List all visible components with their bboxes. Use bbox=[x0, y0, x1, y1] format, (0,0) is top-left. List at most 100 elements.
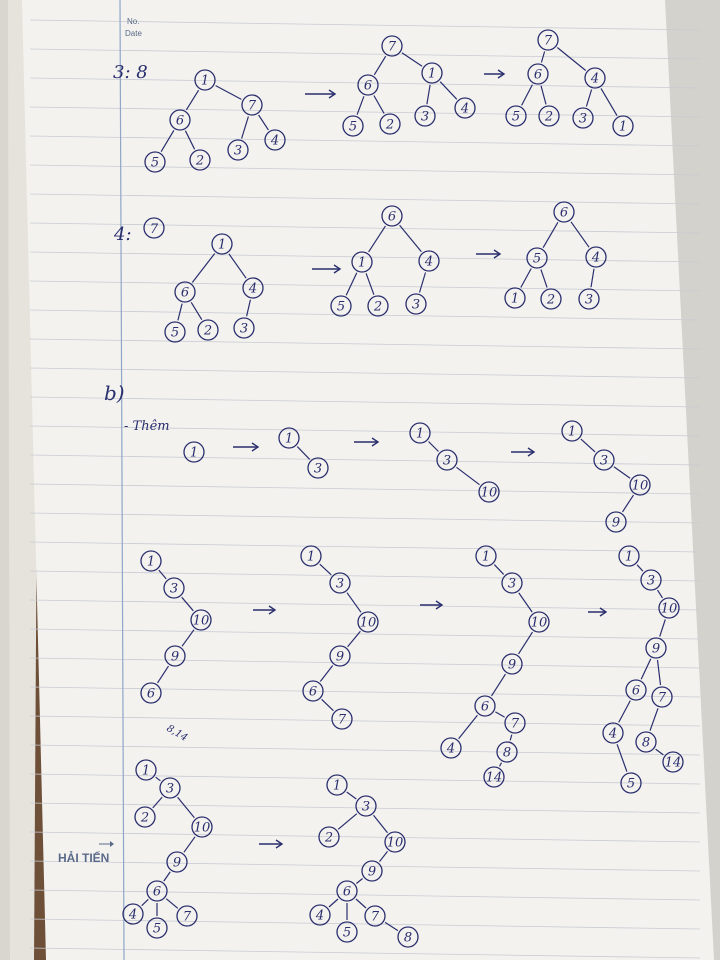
tree-node-circle bbox=[593, 449, 615, 471]
tree-node-circle bbox=[381, 205, 403, 227]
tree-node-circle bbox=[336, 921, 358, 943]
tree-edge bbox=[160, 129, 175, 153]
tree-node-value: 4 bbox=[248, 282, 257, 297]
tree-edge bbox=[520, 268, 532, 288]
tree-node-circle bbox=[605, 511, 627, 533]
margin-line bbox=[119, 0, 125, 960]
header-no: No. bbox=[127, 17, 139, 26]
tree-node-circle bbox=[146, 917, 168, 939]
tree-edge bbox=[191, 253, 216, 283]
ruled-line bbox=[29, 541, 701, 553]
ruled-line bbox=[29, 251, 701, 263]
tree-b-t4: 1 3 10 9 bbox=[561, 420, 651, 533]
tree-edge bbox=[152, 796, 163, 809]
tree-edge bbox=[384, 921, 399, 932]
tree-node-circle bbox=[440, 737, 462, 759]
tree-edge bbox=[258, 114, 269, 131]
tree-node-value: 2 bbox=[544, 110, 553, 125]
tree-edge bbox=[296, 446, 311, 460]
tree-edge bbox=[185, 89, 200, 111]
tree-edge bbox=[636, 564, 644, 572]
tree-node-value: 1 bbox=[428, 67, 436, 82]
tree-edge bbox=[540, 51, 546, 63]
tree-node-value: 7 bbox=[544, 34, 553, 49]
ruled-line bbox=[29, 657, 701, 669]
tree-node-value: 3 bbox=[362, 800, 370, 815]
tree-node-circle bbox=[501, 653, 523, 675]
tree-node-circle bbox=[309, 904, 331, 926]
tree-node-value: 1 bbox=[190, 446, 198, 461]
arrow-head-icon bbox=[371, 437, 380, 447]
tree-node-circle bbox=[357, 74, 379, 96]
tree-edge bbox=[215, 85, 242, 100]
tree-node-circle bbox=[409, 422, 431, 444]
tree-edge bbox=[590, 268, 595, 288]
tree-edge bbox=[356, 96, 365, 115]
tree-node-value: 2 bbox=[140, 811, 149, 826]
tree-node-value: 7 bbox=[511, 717, 520, 732]
tree-edge bbox=[495, 711, 505, 718]
tree-node-value: 2 bbox=[195, 154, 204, 169]
tree-node-value: 3 bbox=[579, 112, 587, 127]
tree-edge bbox=[616, 744, 628, 772]
tree-node-value: 3 bbox=[443, 454, 451, 469]
tree-b-t8: 13 10 9 6 7 4 8 5 14 bbox=[602, 545, 684, 794]
tree-node-value: 1 bbox=[333, 779, 341, 794]
tree-node-circle bbox=[318, 826, 340, 848]
part-b-label: b) bbox=[104, 381, 125, 405]
arrow-head-icon bbox=[497, 69, 506, 79]
tree-node-value: 5 bbox=[337, 300, 345, 315]
tree-node-value: 5 bbox=[343, 926, 351, 941]
tree-edge bbox=[509, 734, 513, 741]
tree-node-value: 5 bbox=[349, 120, 357, 135]
tree-node-circle bbox=[505, 105, 527, 127]
tree-node-circle bbox=[140, 682, 162, 704]
tree-node-value: 2 bbox=[203, 324, 212, 339]
tree-node-circle bbox=[379, 113, 401, 135]
tree-node-value: 1 bbox=[285, 432, 293, 447]
tree-node-value: 2 bbox=[546, 293, 555, 308]
tree-node-value: 4 bbox=[424, 255, 433, 270]
tree-node-value: 1 bbox=[619, 120, 627, 135]
tree-node-value: 2 bbox=[373, 300, 382, 315]
tree-edge bbox=[177, 303, 183, 321]
ruled-line bbox=[29, 628, 701, 640]
tree-node-circle bbox=[169, 109, 191, 131]
tree-node-value: 7 bbox=[658, 691, 667, 706]
tree-edge bbox=[542, 221, 559, 249]
tree-edge bbox=[228, 253, 247, 279]
tree-edge bbox=[498, 762, 503, 767]
tree-node-circle bbox=[421, 62, 443, 84]
tree-node-circle bbox=[478, 481, 500, 503]
tree-q4-t1: 1 6 4 5 2 3 bbox=[164, 233, 264, 343]
tree-edge bbox=[319, 563, 332, 576]
tree-node-value: 1 bbox=[218, 238, 226, 253]
tree-node-value: 7 bbox=[338, 713, 347, 728]
tree-node-value: 1 bbox=[147, 555, 155, 570]
tree-node-circle bbox=[504, 287, 526, 309]
tree-node-circle bbox=[414, 105, 436, 127]
tree-node-circle bbox=[572, 107, 594, 129]
tree-edge bbox=[365, 273, 375, 295]
tree-node-value: 10 bbox=[481, 486, 498, 501]
tree-edge bbox=[399, 224, 422, 253]
tree-edge bbox=[346, 592, 362, 613]
tree-edge bbox=[181, 596, 194, 612]
tree-node-value: 5 bbox=[533, 252, 541, 267]
tree-edge bbox=[649, 708, 659, 731]
tree-node-circle bbox=[640, 569, 662, 591]
tree-node-value: 3 bbox=[412, 298, 420, 313]
tree-node-circle bbox=[134, 806, 156, 828]
tree-node-circle bbox=[166, 851, 188, 873]
ruled-line bbox=[29, 483, 701, 495]
tree-edge bbox=[155, 776, 161, 782]
tree-node-circle bbox=[474, 695, 496, 717]
tree-node-value: 1 bbox=[307, 550, 315, 565]
arrow-head-icon bbox=[599, 607, 608, 617]
tree-node-circle bbox=[625, 679, 647, 701]
tree-node-circle bbox=[336, 880, 358, 902]
tree-node-circle bbox=[364, 905, 386, 927]
tree-node-value: 1 bbox=[482, 550, 490, 565]
ruled-line bbox=[29, 77, 701, 89]
